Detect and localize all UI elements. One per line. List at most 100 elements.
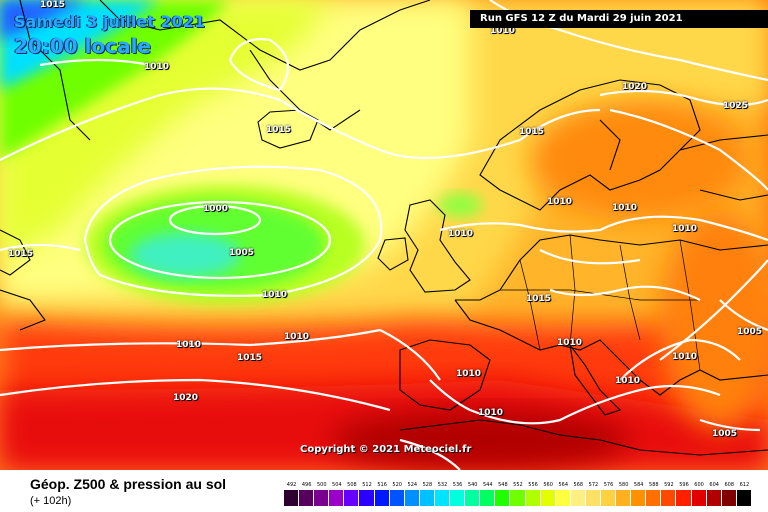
scale-swatch [465, 490, 481, 506]
forecast-time: 20:00 locale [14, 34, 151, 58]
scale-swatch [434, 490, 451, 506]
scale-swatch [329, 490, 345, 506]
scale-swatch [525, 490, 541, 506]
scale-swatch [616, 490, 632, 506]
scale-swatch [359, 490, 375, 506]
isobar-label: 1010 [612, 203, 638, 213]
scale-swatch [480, 490, 496, 506]
scale-tick-label: 564 [558, 482, 568, 488]
copyright: Copyright © 2021 Meteociel.fr [300, 444, 472, 455]
isobar-label: 1005 [712, 429, 738, 439]
scale-swatch [570, 490, 586, 506]
z500-field [0, 0, 768, 470]
scale-swatch [691, 490, 707, 506]
isobar-label: 1010 [144, 62, 170, 72]
isobar-label: 1020 [622, 82, 648, 92]
isobar-label: 1010 [456, 369, 482, 379]
isobar-label: 1010 [547, 197, 573, 207]
isobar-label: 1010 [672, 224, 698, 234]
isobar-label: 1020 [173, 393, 199, 403]
scale-swatch [404, 490, 420, 506]
scale-tick-label: 504 [332, 482, 342, 488]
scale-swatch [314, 490, 330, 506]
scale-tick-label: 536 [452, 482, 463, 488]
scale-swatch [419, 490, 435, 506]
isobar-label: 1010 [284, 332, 310, 342]
scale-tick-label: 592 [664, 482, 674, 488]
scale-swatch [600, 490, 617, 506]
scale-tick-label: 612 [739, 482, 750, 488]
scale-swatches [284, 490, 752, 506]
isobar-label: 1015 [40, 0, 66, 10]
isobar-label: 1010 [557, 338, 583, 348]
scale-swatch [450, 490, 466, 506]
isobar-label: 1015 [237, 353, 263, 363]
scale-tick-label: 516 [377, 482, 387, 488]
isobar-label: 1000 [203, 204, 229, 214]
run-info: Run GFS 12 Z du Mardi 29 juin 2021 [470, 10, 768, 28]
isobar-label: 1015 [8, 249, 34, 259]
scale-tick-label: 568 [573, 482, 584, 488]
scale-swatch [646, 490, 662, 506]
field-title: Géop. Z500 & pression au sol [30, 476, 227, 492]
isobar-label: 1010 [448, 229, 474, 239]
isobar-label: 1010 [490, 26, 516, 36]
scale-tick-label: 600 [694, 482, 704, 488]
weather-map: 1015 1010 1010 1015 1015 1020 1025 1000 … [0, 0, 768, 470]
scale-tick-label: 560 [543, 482, 553, 488]
isobar-label: 1010 [262, 290, 288, 300]
isobar-label: 1015 [519, 127, 545, 137]
scale-tick-label: 544 [482, 482, 493, 488]
scale-swatch [585, 490, 601, 506]
isobar-label: 1005 [229, 248, 255, 258]
scale-tick-label: 532 [437, 482, 448, 488]
scale-tick-label: 548 [498, 482, 508, 488]
scale-swatch [721, 490, 737, 506]
isobar-label: 1015 [266, 125, 292, 135]
scale-tick-label: 556 [528, 482, 538, 488]
scale-tick-label: 584 [633, 482, 644, 488]
scale-tick-label: 508 [347, 482, 357, 488]
scale-ticks: 492 496 500 504 508 512 516 520 524 528 532 536 540 5… [284, 480, 752, 490]
scale-swatch [676, 490, 692, 506]
scale-swatch [495, 490, 511, 506]
isobar-label: 1010 [478, 408, 504, 418]
scale-swatch [344, 490, 360, 506]
scale-tick-label: 552 [513, 482, 523, 488]
scale-tick-label: 588 [649, 482, 659, 488]
scale-tick-label: 496 [301, 482, 312, 488]
scale-tick-label: 528 [422, 482, 433, 488]
scale-tick-label: 500 [316, 482, 327, 488]
scale-swatch [661, 490, 677, 506]
scale-swatch [284, 490, 300, 506]
isobar-label: 1025 [723, 101, 749, 111]
scale-tick-label: 524 [407, 482, 418, 488]
isobar-label: 1015 [526, 294, 552, 304]
scale-swatch [631, 490, 647, 506]
isobar-label: 1010 [615, 376, 641, 386]
map-canvas [0, 0, 768, 470]
scale-swatch [374, 490, 390, 506]
color-scale: 492 496 500 504 508 512 516 520 524 528 532 536 540 5… [284, 480, 752, 506]
coastlines [0, 0, 768, 456]
scale-swatch [706, 490, 722, 506]
field-subtitle: (+ 102h) [30, 495, 72, 507]
scale-tick-label: 520 [392, 482, 402, 488]
scale-swatch [540, 490, 556, 506]
scale-tick-label: 580 [618, 482, 629, 488]
scale-swatch [555, 490, 571, 506]
scale-tick-label: 596 [679, 482, 689, 488]
scale-tick-label: 608 [724, 482, 735, 488]
isobar-label: 1010 [672, 352, 698, 362]
scale-tick-label: 604 [709, 482, 719, 488]
scale-tick-label: 572 [588, 482, 599, 488]
scale-tick-label: 540 [467, 482, 478, 488]
forecast-date: Samedi 3 juillet 2021 [14, 12, 205, 31]
isobar-label: 1010 [176, 340, 202, 350]
scale-swatch [299, 490, 315, 506]
scale-tick-label: 576 [603, 482, 614, 488]
scale-swatch [736, 490, 752, 506]
isobar-label: 1005 [737, 327, 763, 337]
scale-swatch [510, 490, 526, 506]
scale-swatch [389, 490, 405, 506]
